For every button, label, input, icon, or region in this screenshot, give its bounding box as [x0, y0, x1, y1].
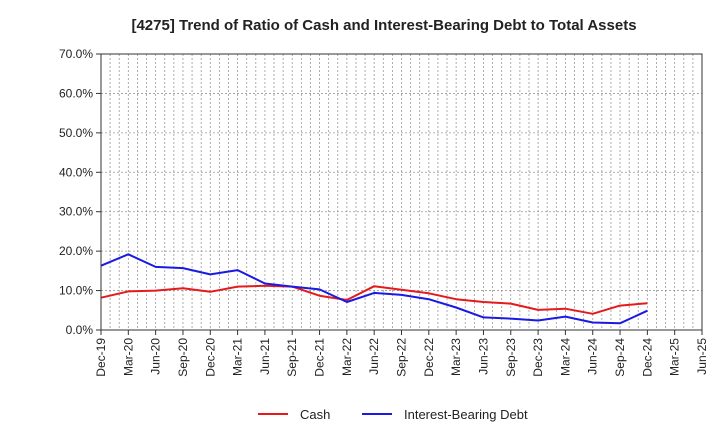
y-tick-label: 30.0%: [59, 205, 93, 219]
x-tick-label: Dec-22: [422, 338, 436, 377]
x-tick-label: Jun-22: [367, 338, 381, 375]
y-tick-label: 60.0%: [59, 86, 93, 100]
x-tick-label: Sep-20: [176, 338, 190, 377]
x-tick-label: Mar-22: [340, 338, 354, 376]
x-tick-label: Dec-19: [94, 338, 108, 377]
y-axis-ticks: 0.0% 10.0% 20.0% 30.0% 40.0% 50.0% 60.0% 70.0%: [59, 47, 101, 337]
y-tick-label: 40.0%: [59, 165, 93, 179]
x-tick-label: Jun-20: [149, 338, 163, 375]
x-tick-label: Dec-24: [640, 338, 654, 377]
x-tick-label: Mar-25: [668, 338, 682, 376]
series-line-interest-bearing-debt: [100, 253, 648, 325]
x-tick-label: Mar-23: [449, 338, 463, 376]
y-tick-label: 0.0%: [66, 323, 94, 337]
x-tick-label: Sep-23: [504, 338, 518, 377]
y-tick-label: 20.0%: [59, 244, 93, 258]
legend-label: Interest-Bearing Debt: [404, 407, 528, 422]
legend-label: Cash: [300, 407, 330, 422]
x-tick-label: Mar-21: [231, 338, 245, 376]
x-tick-label: Dec-20: [203, 338, 217, 377]
x-tick-label: Dec-21: [313, 338, 327, 377]
legend: Cash Interest-Bearing Debt: [258, 407, 528, 422]
series-lines: [100, 253, 648, 325]
x-tick-label: Sep-21: [285, 338, 299, 377]
y-tick-label: 10.0%: [59, 284, 93, 298]
x-tick-label: Sep-24: [613, 338, 627, 377]
y-tick-label: 50.0%: [59, 126, 93, 140]
x-axis-ticks: Dec-19 Mar-20 Jun-20 Sep-20 Dec-20 Mar-21 Jun-…: [94, 330, 709, 377]
x-tick-label: Sep-22: [395, 338, 409, 377]
chart-title: [4275] Trend of Ratio of Cash and Intere…: [131, 17, 636, 34]
x-tick-label: Jun-25: [695, 338, 709, 375]
series-line-cash: [100, 284, 648, 315]
x-tick-label: Jun-23: [476, 338, 490, 375]
x-tick-label: Jun-21: [258, 338, 272, 375]
x-tick-label: Mar-20: [121, 338, 135, 376]
y-tick-label: 70.0%: [59, 47, 93, 61]
x-tick-label: Jun-24: [586, 338, 600, 375]
grid: [101, 54, 702, 330]
x-tick-label: Mar-24: [558, 338, 572, 376]
x-tick-label: Dec-23: [531, 338, 545, 377]
